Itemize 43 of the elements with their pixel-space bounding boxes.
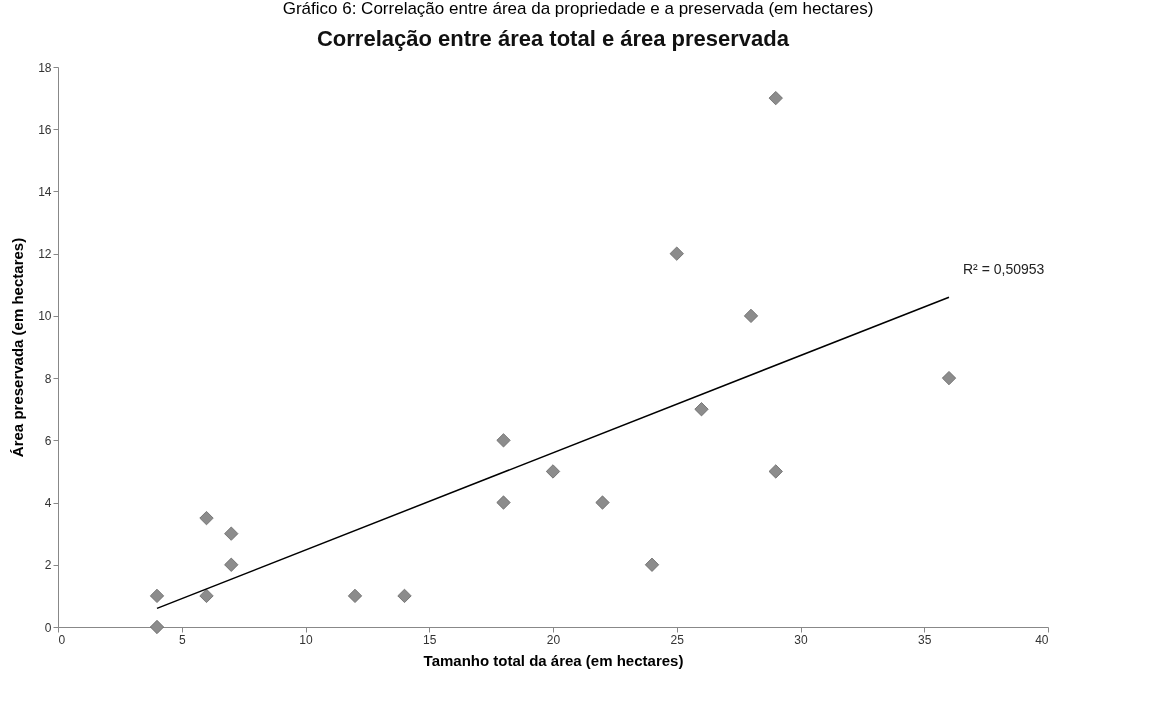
point	[768, 464, 783, 479]
x-tick-label: 0	[58, 632, 66, 647]
point	[743, 308, 759, 323]
text: Gráfico 6: Correlação entre área da propriedade e a preservada (em hectares)	[281, 0, 875, 20]
point	[149, 588, 165, 603]
x-tick-label: 5	[178, 632, 186, 647]
point	[224, 526, 239, 541]
y-tick-label: 18	[38, 60, 52, 75]
point	[694, 402, 709, 417]
chart-title: Correlação entre área total e área preservada	[316, 26, 790, 51]
point	[496, 495, 511, 510]
y-tick-label: 12	[38, 247, 52, 262]
y-tick-label: 0	[44, 620, 52, 635]
point	[347, 588, 363, 603]
point	[595, 495, 610, 510]
x-tick-label: 10	[299, 632, 313, 647]
y-tick-label: 4	[44, 496, 52, 511]
point	[397, 588, 412, 603]
x-tick-label: 30	[794, 632, 808, 647]
y-tick-label: 16	[38, 122, 52, 137]
x-axis-title: Tamanho total da área (em hectares)	[423, 651, 684, 669]
point	[149, 619, 165, 635]
point	[644, 557, 660, 572]
x-tick-label: 15	[423, 632, 437, 647]
point	[199, 588, 214, 603]
y-axis-title: Área preservada (em hectares)	[9, 237, 27, 458]
point	[768, 91, 783, 106]
point	[496, 433, 511, 448]
y-tick-label: 8	[44, 371, 52, 386]
y-tick-label: 6	[44, 433, 52, 448]
point	[224, 557, 239, 572]
annotation: R² = 0,50953	[963, 261, 1045, 278]
point	[545, 464, 561, 479]
y-tick-label: 10	[38, 309, 52, 324]
y-tick-label: 2	[44, 558, 52, 573]
x-tick-label: 25	[670, 632, 685, 647]
y-tick-label: 14	[38, 184, 52, 199]
point	[669, 246, 684, 261]
x-tick-label: 20	[546, 632, 561, 647]
point	[199, 511, 214, 526]
point	[941, 371, 957, 386]
x-tick-label: 40	[1035, 632, 1049, 647]
x-tick-label: 35	[918, 632, 932, 647]
